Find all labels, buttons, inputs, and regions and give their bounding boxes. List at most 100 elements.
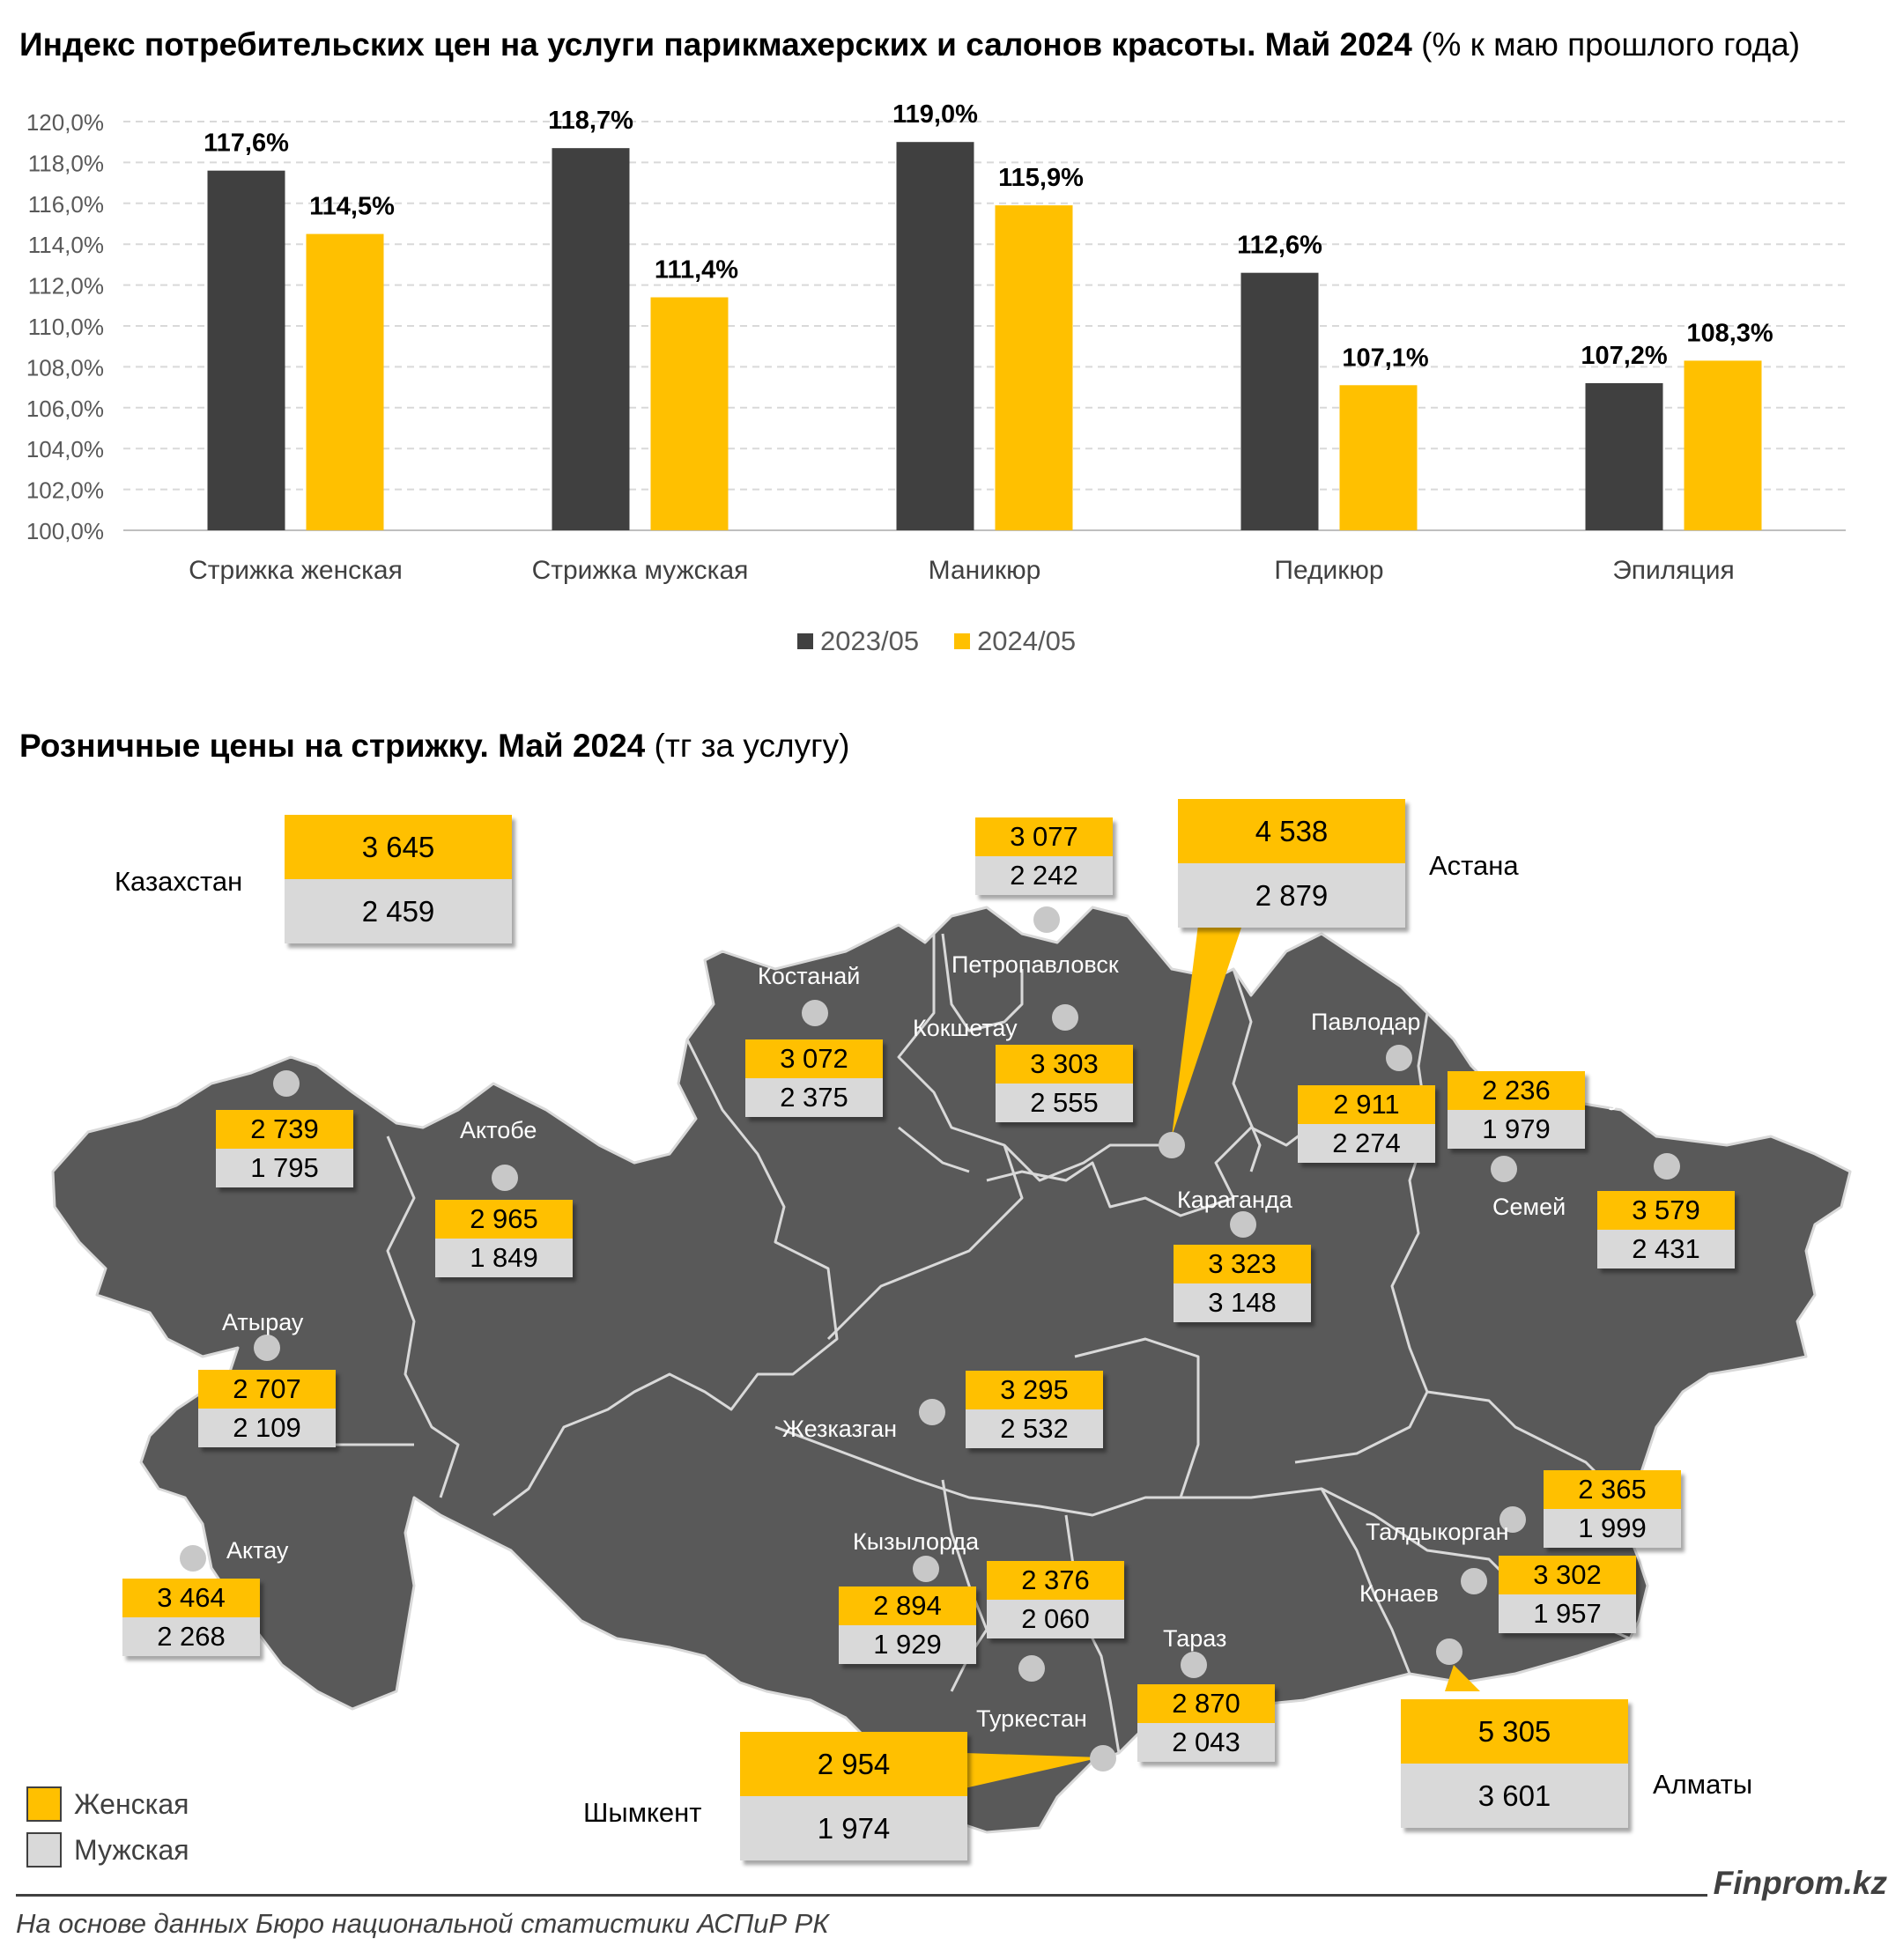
bar-2023/05-2 (552, 148, 630, 530)
price-tag-city-3: 4 538 2 879 (1178, 799, 1405, 928)
data-label: 107,1% (1342, 344, 1429, 372)
data-label: 117,6% (204, 129, 289, 158)
male-price: 2 555 (996, 1084, 1133, 1122)
astana-callout-pointer (1172, 925, 1242, 1136)
shymkent-callout-pointer (965, 1753, 1101, 1788)
female-price: 2 739 (216, 1110, 353, 1149)
female-price: 3 077 (975, 817, 1113, 856)
legend-swatch-male (26, 1832, 62, 1868)
chart2-title: Розничные цены на стрижку. Май 2024 (тг … (19, 728, 850, 764)
city-marker-dot (1052, 1004, 1078, 1031)
y-tick-label: 104,0% (26, 436, 104, 462)
map-region-border (1232, 968, 1262, 1172)
price-tag-city-4: 3 072 2 375 (745, 1039, 883, 1117)
city-label: Конаев (1359, 1580, 1440, 1607)
price-tag-city-2: 3 077 2 242 (975, 817, 1113, 895)
city-label: Уральск (236, 1033, 326, 1060)
city-marker-dot (1499, 1506, 1526, 1533)
city-marker-dot (1230, 1211, 1256, 1238)
male-price: 1 979 (1448, 1110, 1585, 1149)
category-label: Стрижка женская (189, 556, 403, 585)
female-price: 3 464 (122, 1579, 260, 1617)
male-price: 2 268 (122, 1617, 260, 1656)
map-region-border (774, 1425, 1181, 1517)
male-price: 2 109 (198, 1409, 336, 1447)
male-price: 1 929 (839, 1625, 976, 1664)
map-legend: Женская Мужская (26, 1781, 189, 1873)
price-tag-city-8: 2 739 1 795 (216, 1110, 353, 1187)
data-label: 119,0% (892, 100, 978, 129)
price-tag-city-15: 3 464 2 268 (122, 1579, 260, 1656)
city-label: Кокшетау (913, 1015, 1018, 1041)
female-price: 2 911 (1298, 1085, 1435, 1124)
city-label: Тараз (1163, 1625, 1227, 1652)
city-label: Атырау (222, 1309, 304, 1335)
price-tag-city-6: 2 911 2 274 (1298, 1085, 1435, 1163)
male-price: 3 601 (1401, 1764, 1628, 1828)
legend-item-2023: 2023/05 (797, 625, 919, 657)
brand-logo-text: Finprom.kz (1713, 1865, 1887, 1901)
price-tag-city-12: 2 707 2 109 (198, 1370, 336, 1447)
legend-label-male: Мужская (74, 1833, 189, 1866)
price-tag-city-21: 2 954 1 974 (740, 1732, 967, 1860)
y-tick-label: 114,0% (28, 232, 104, 258)
data-label: 118,7% (548, 107, 633, 135)
source-note: На основе данных Бюро национальной стати… (16, 1908, 829, 1939)
female-price: 3 295 (966, 1371, 1103, 1409)
map-region-border (941, 933, 1024, 1032)
y-tick-label: 100,0% (26, 518, 104, 544)
male-price: 2 274 (1298, 1124, 1435, 1163)
female-price: 3 303 (996, 1045, 1133, 1084)
male-price: 1 849 (435, 1239, 573, 1277)
price-tag-city-1: 3 645 2 459 (285, 815, 512, 943)
legend-label-2024: 2024/05 (977, 625, 1077, 656)
male-price: 2 459 (285, 879, 512, 943)
city-marker-dot (1159, 1132, 1185, 1158)
male-price: 1 795 (216, 1149, 353, 1187)
city-label: Семей (1492, 1194, 1566, 1220)
legend-item-2024: 2024/05 (954, 625, 1076, 657)
city-label: Актобе (460, 1117, 537, 1143)
map-region-border (1320, 1488, 1411, 1675)
male-price: 1 974 (740, 1796, 967, 1860)
legend-swatch-2024 (954, 633, 971, 649)
price-tag-city-7: 2 236 1 979 (1448, 1071, 1585, 1149)
male-price: 3 148 (1174, 1283, 1311, 1322)
female-price: 3 579 (1597, 1191, 1735, 1230)
map-region-border (1003, 1143, 1163, 1182)
city-label: Кызылорда (853, 1528, 980, 1555)
city-marker-dot (1461, 1568, 1487, 1594)
data-label: 112,6% (1237, 232, 1322, 260)
city-label: Астана (1429, 850, 1519, 881)
male-price: 2 532 (966, 1409, 1103, 1448)
female-price: 2 965 (435, 1200, 573, 1239)
city-label: Караганда (1177, 1187, 1292, 1213)
city-marker-dot (1436, 1638, 1462, 1665)
bar-chart: 100,0% 102,0% 104,0% 106,0% 108,0% 110,0% 112,… (26, 100, 1846, 585)
city-marker-dot (1181, 1652, 1207, 1678)
y-tick-label: 110,0% (28, 314, 104, 340)
y-tick-label: 102,0% (26, 477, 104, 504)
legend-swatch-2023 (797, 633, 813, 649)
y-tick-label: 116,0% (28, 191, 104, 218)
city-marker-dot (802, 1000, 828, 1026)
data-label: 115,9% (998, 164, 1084, 192)
price-tag-city-19: 2 870 2 043 (1137, 1684, 1275, 1762)
city-marker-dot (180, 1545, 206, 1572)
price-tag-city-11: 3 323 3 148 (1174, 1245, 1311, 1322)
price-tag-city-16: 2 894 1 929 (839, 1586, 976, 1664)
legend-item-female: Женская (26, 1781, 189, 1827)
bar-2023/05-5 (1585, 382, 1663, 530)
city-label: Костанай (758, 963, 861, 989)
male-price: 2 375 (745, 1078, 883, 1117)
y-tick-label: 108,0% (26, 354, 104, 381)
price-tag-city-13: 3 295 2 532 (966, 1371, 1103, 1448)
male-price: 2 060 (987, 1600, 1124, 1638)
y-tick-label: 118,0% (28, 150, 104, 176)
data-label: 108,3% (1686, 319, 1773, 347)
male-price: 2 431 (1597, 1230, 1735, 1268)
category-label: Стрижка мужская (532, 556, 749, 585)
city-marker-dot (1033, 906, 1060, 933)
bar-2023/05-1 (207, 170, 285, 530)
